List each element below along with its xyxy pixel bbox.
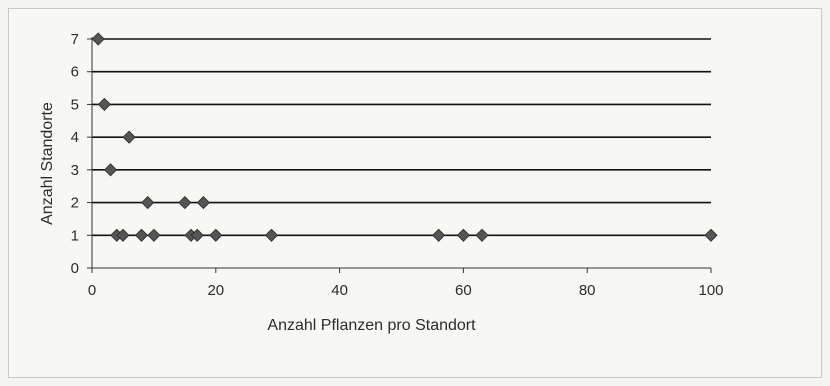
x-tick-label-100: 100 xyxy=(698,282,723,299)
data-point-4 xyxy=(116,228,130,242)
data-point-1 xyxy=(97,97,111,111)
data-point-12 xyxy=(196,196,210,210)
x-tick-label-40: 40 xyxy=(331,282,348,299)
data-point-15 xyxy=(432,228,446,242)
y-axis-title: Anzahl Standorte xyxy=(39,102,56,225)
data-points xyxy=(91,32,718,242)
x-tick-label-80: 80 xyxy=(579,282,596,299)
tick-labels: 0 1 2 3 4 5 6 7 0 20 40 60 80 100 xyxy=(71,31,724,299)
data-point-18 xyxy=(704,228,718,242)
data-point-14 xyxy=(264,228,279,242)
data-point-13 xyxy=(209,228,223,242)
data-point-2 xyxy=(104,163,118,177)
y-tick-label-4: 4 xyxy=(71,129,79,146)
data-point-8 xyxy=(147,228,161,242)
x-axis-title: Anzahl Pflanzen pro Standort xyxy=(267,317,476,334)
chart-frame xyxy=(8,8,822,378)
y-tick-label-3: 3 xyxy=(71,162,79,179)
data-point-11 xyxy=(190,228,204,242)
y-tick-label-7: 7 xyxy=(71,31,79,48)
data-point-6 xyxy=(134,228,149,242)
y-tick-label-5: 5 xyxy=(71,96,79,113)
data-point-7 xyxy=(141,196,155,210)
y-tick-label-6: 6 xyxy=(71,64,79,81)
y-tick-label-0: 0 xyxy=(71,260,79,277)
data-point-16 xyxy=(456,228,470,242)
x-tick-label-0: 0 xyxy=(88,282,96,299)
data-point-17 xyxy=(475,228,489,242)
data-point-9 xyxy=(178,196,192,210)
data-point-0 xyxy=(91,32,105,46)
data-point-5 xyxy=(122,130,136,144)
y-tick-label-1: 1 xyxy=(71,227,79,244)
y-tick-label-2: 2 xyxy=(71,195,79,212)
x-tick-label-20: 20 xyxy=(207,282,224,299)
axes xyxy=(87,37,712,273)
x-tick-label-60: 60 xyxy=(455,282,472,299)
